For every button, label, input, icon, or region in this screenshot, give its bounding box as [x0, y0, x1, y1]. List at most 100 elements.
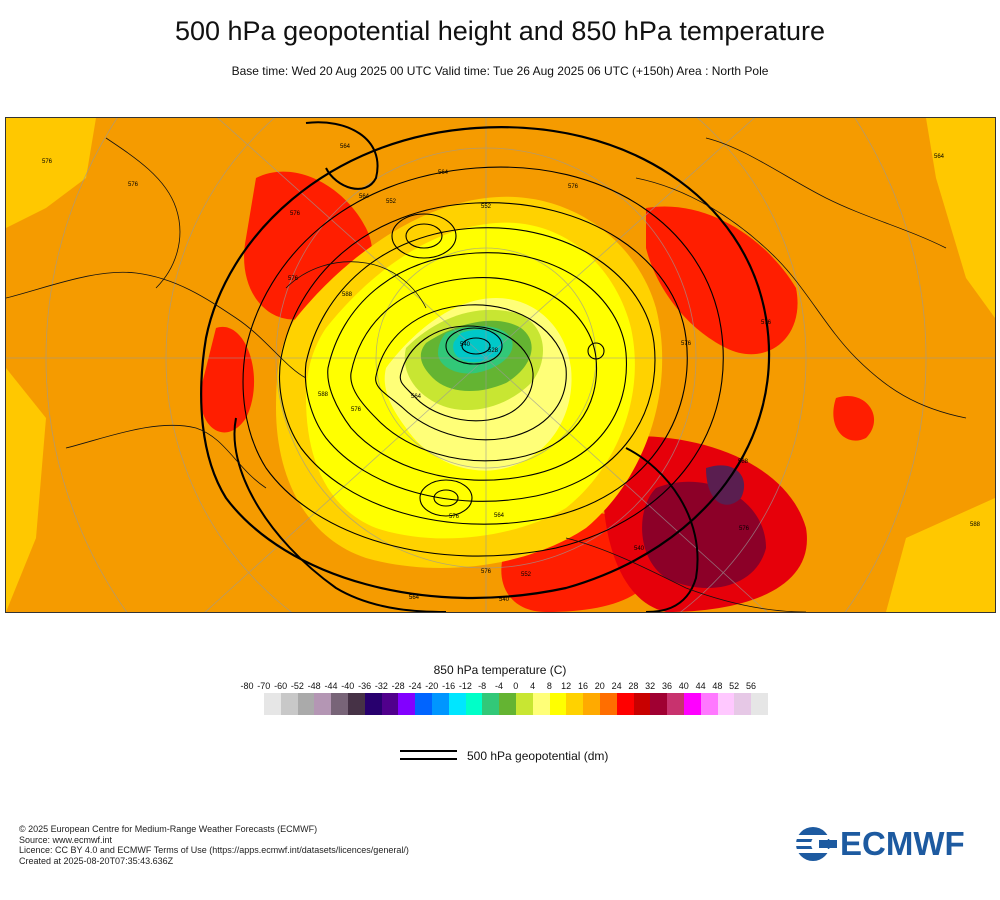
temp-red-asia: [646, 206, 798, 355]
legend-color-swatch: [331, 693, 348, 715]
legend-color-swatch: [684, 693, 701, 715]
ecmwf-logo-icon: [795, 827, 837, 861]
contour-label: 576: [128, 182, 139, 188]
contour-label: 540: [499, 597, 510, 603]
legend-tick-label: 48: [712, 681, 723, 691]
legend-tick-label: -40: [341, 681, 355, 691]
legend-color-swatch: [364, 693, 382, 715]
legend-color-swatch: [549, 693, 567, 715]
temp-patch-yellow-w: [6, 368, 46, 612]
temp-patch-yellow-ne: [926, 118, 995, 318]
temp-maroon-us: [642, 481, 766, 588]
contour-label: 564: [409, 595, 420, 601]
legend-tick-label: 40: [678, 681, 689, 691]
geopotential-legend-line-top: [400, 750, 457, 752]
legend-color-swatch: [398, 693, 416, 715]
legend-tick-label: 36: [661, 681, 672, 691]
contour-label: 588: [738, 459, 749, 465]
legend-tick-label: 56: [745, 681, 756, 691]
legend-color-swatch: [499, 693, 516, 715]
legend-color-swatch: [583, 693, 600, 715]
contour-label: 588: [342, 292, 353, 298]
legend-tick-label: -36: [358, 681, 372, 691]
legend-tick-label: 8: [546, 681, 552, 691]
legend-color-swatch: [633, 693, 651, 715]
map-svg: 576 576 576 564 564 564 576 552 552 540 …: [6, 118, 995, 612]
legend-tick-label: -8: [478, 681, 487, 691]
legend-tick-label: 44: [695, 681, 706, 691]
legend-tick-label: 4: [530, 681, 536, 691]
legend-tick-label: 32: [645, 681, 656, 691]
legend-tick-label: -24: [408, 681, 422, 691]
geopotential-legend-line-bottom: [400, 758, 457, 760]
legend-tick-label: -80: [240, 681, 254, 691]
legend-tick-label: 0: [513, 681, 519, 691]
licence-text[interactable]: Licence: CC BY 4.0 and ECMWF Terms of Us…: [19, 845, 409, 855]
contour-label: 564: [934, 154, 945, 160]
temperature-legend-title: 850 hPa temperature (C): [433, 663, 567, 677]
contour-label: 552: [481, 204, 492, 210]
contour-label: 552: [521, 572, 532, 578]
legend-color-swatch: [348, 693, 365, 715]
legend-tick-label: 52: [729, 681, 740, 691]
legend-tick-label: -20: [425, 681, 439, 691]
legend-tick-label: -48: [307, 681, 321, 691]
legend-tick-label: -4: [494, 681, 503, 691]
source-link[interactable]: Source: www.ecmwf.int: [19, 834, 113, 845]
legend-tick-label: -60: [274, 681, 288, 691]
contour-label: 540: [634, 546, 645, 552]
legend-color-swatch: [415, 693, 432, 715]
contour-label: 576: [42, 159, 53, 165]
legend-color-swatch: [532, 693, 550, 715]
legend-color-swatch: [717, 693, 735, 715]
legend-tick-label: 20: [594, 681, 605, 691]
legend-tick-label: 16: [577, 681, 588, 691]
legend-color-swatch: [734, 693, 752, 715]
created-timestamp: Created at 2025-08-20T07:35:43.636Z: [19, 855, 174, 866]
legend-color-swatch: [482, 693, 500, 715]
legend-color-swatch: [314, 693, 332, 715]
contour-label: 576: [739, 526, 750, 532]
legend-color-swatch: [667, 693, 684, 715]
contour-label: 576: [568, 184, 579, 190]
contour-label: 540: [460, 342, 471, 348]
contour-label: 576: [761, 320, 772, 326]
copyright-text: © 2025 European Centre for Medium-Range …: [19, 824, 318, 834]
legend-color-swatch: [297, 693, 315, 715]
temp-patch-yellow-nw: [6, 118, 96, 228]
contour-label: 576: [449, 514, 460, 520]
legend-color-swatch: [264, 693, 281, 715]
contour-label: 576: [351, 407, 362, 413]
temp-red-middle-east: [200, 326, 255, 433]
geopotential-contours: [200, 121, 771, 612]
legend-color-swatch: [280, 693, 298, 715]
contour-label: 564: [340, 144, 351, 150]
contour-label: 576: [288, 276, 299, 282]
contour-label: 564: [438, 170, 449, 176]
geopotential-legend-label: 500 hPa geopotential (dm): [467, 749, 609, 763]
coastlines: [6, 137, 967, 612]
legend-tick-label: -44: [324, 681, 338, 691]
contour-label: 564: [494, 513, 505, 519]
legend-color-swatch: [381, 693, 399, 715]
contour-label: 588: [318, 392, 329, 398]
legend-color-swatch: [448, 693, 466, 715]
chart-title: 500 hPa geopotential height and 850 hPa …: [174, 16, 825, 46]
legend-color-swatch: [700, 693, 718, 715]
legend-color-swatch: [516, 693, 533, 715]
contour-label: 576: [290, 211, 301, 217]
contour-label: 588: [970, 522, 981, 528]
legend-tick-label: -16: [442, 681, 456, 691]
contour-label: 564: [359, 194, 370, 200]
legend-color-swatch: [566, 693, 584, 715]
legend-color-swatch: [432, 693, 449, 715]
legend-color-swatch: [650, 693, 668, 715]
temp-red-pacific: [833, 396, 875, 441]
legend-tick-label: -12: [458, 681, 472, 691]
legend-color-swatch: [751, 693, 768, 715]
legend-color-swatch: [616, 693, 634, 715]
contour-label: 552: [386, 199, 397, 205]
contour-label: 576: [681, 341, 692, 347]
legend-tick-label: 12: [561, 681, 572, 691]
legend-tick-label: -52: [290, 681, 304, 691]
